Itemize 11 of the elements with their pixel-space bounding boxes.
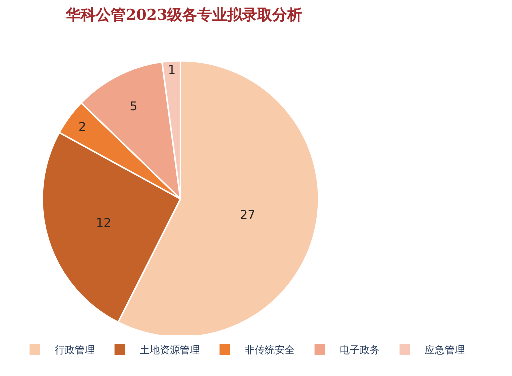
data-label: 2 (78, 120, 86, 134)
data-label: 27 (240, 208, 256, 222)
chart-title: 华科公管2023级各专业拟录取分析 (64, 6, 303, 24)
legend-label: 电子政务 (340, 344, 380, 357)
data-label: 1 (168, 62, 176, 77)
legend-label: 行政管理 (55, 346, 96, 357)
legend-label: 应急管理 (425, 344, 466, 357)
legend-label: 非传统安全 (245, 344, 296, 357)
data-label: 5 (130, 99, 138, 114)
data-label: 12 (96, 216, 112, 230)
legend-label: 土地资源管理 (140, 344, 200, 357)
